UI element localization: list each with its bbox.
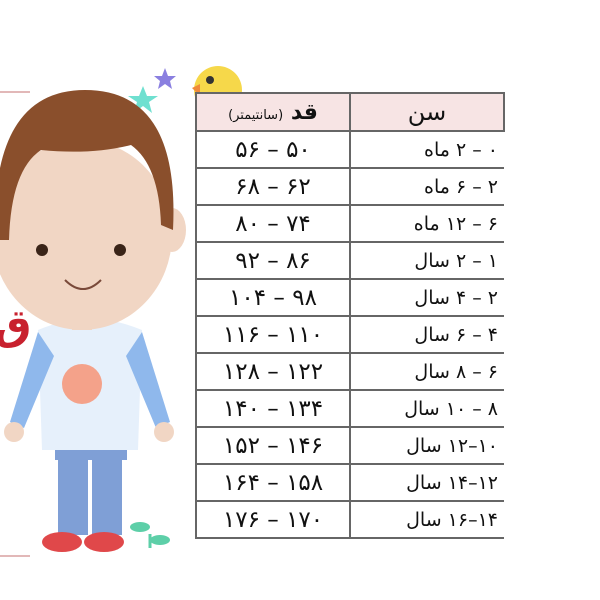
age-cell: ۱ – ۲ سال (349, 241, 504, 280)
table-row: ۱۲–۱۴ سال ۱۵۸ – ۱۶۴ (195, 463, 504, 502)
table-row: ۱۴–۱۶ سال ۱۷۰ – ۱۷۶ (195, 500, 504, 539)
height-cell: ۱۷۰ – ۱۷۶ (195, 500, 351, 539)
boy (0, 90, 186, 552)
age-cell: ۱۲–۱۴ سال (349, 463, 504, 502)
size-chart: سن قد (سانتیمتر) ۰ – ۲ ماه ۵۰ – ۵۶ ۲ – ۶ م… (195, 92, 525, 562)
table-row: ۸ – ۱۰ سال ۱۳۴ – ۱۴۰ (195, 389, 504, 428)
age-cell: ۸ – ۱۰ سال (349, 389, 504, 428)
title-letter: ق (0, 300, 32, 349)
age-cell: ۴ – ۶ سال (349, 315, 504, 354)
age-cell: ۱۴–۱۶ سال (349, 500, 504, 539)
height-cell: ۱۱۰ – ۱۱۶ (195, 315, 351, 354)
height-cell: ۱۲۲ – ۱۲۸ (195, 352, 351, 391)
age-column-header: سن (349, 92, 505, 132)
star-icon (128, 86, 158, 113)
height-header-label: قد (290, 99, 318, 125)
star-icon (154, 68, 176, 89)
age-cell: ۲ – ۶ ماه (349, 167, 504, 206)
age-cell: ۱۰–۱۲ سال (349, 426, 504, 465)
table-row: ۴ – ۶ سال ۱۱۰ – ۱۱۶ (195, 315, 504, 354)
height-cell: ۵۰ – ۵۶ (195, 130, 351, 169)
table-row: ۱۰–۱۲ سال ۱۴۶ – ۱۵۲ (195, 426, 504, 465)
age-cell: ۰ – ۲ ماه (349, 130, 504, 169)
height-cell: ۸۶ – ۹۲ (195, 241, 351, 280)
height-cell: ۷۴ – ۸۰ (195, 204, 351, 243)
height-cell: ۱۵۸ – ۱۶۴ (195, 463, 351, 502)
height-cell: ۶۲ – ۶۸ (195, 167, 351, 206)
age-cell: ۶ – ۱۲ ماه (349, 204, 504, 243)
table-row: ۰ – ۲ ماه ۵۰ – ۵۶ (195, 130, 504, 169)
age-cell: ۲ – ۴ سال (349, 278, 504, 317)
table-row: ۶ – ۸ سال ۱۲۲ – ۱۲۸ (195, 352, 504, 391)
height-cell: ۱۴۶ – ۱۵۲ (195, 426, 351, 465)
age-cell: ۶ – ۸ سال (349, 352, 504, 391)
table-row: ۲ – ۶ ماه ۶۲ – ۶۸ (195, 167, 504, 206)
height-header-unit: (سانتیمتر) (228, 107, 284, 123)
table-row: ۲ – ۴ سال ۹۸ – ۱۰۴ (195, 278, 504, 317)
height-cell: ۱۳۴ – ۱۴۰ (195, 389, 351, 428)
height-column-header: قد (سانتیمتر) (195, 92, 351, 132)
sprout-icon (130, 522, 170, 548)
table-row: ۱ – ۲ سال ۸۶ – ۹۲ (195, 241, 504, 280)
table-header-row: سن قد (سانتیمتر) (195, 92, 505, 132)
height-cell: ۹۸ – ۱۰۴ (195, 278, 351, 317)
size-table: سن قد (سانتیمتر) ۰ – ۲ ماه ۵۰ – ۵۶ ۲ – ۶ م… (195, 92, 505, 539)
table-row: ۶ – ۱۲ ماه ۷۴ – ۸۰ (195, 204, 504, 243)
